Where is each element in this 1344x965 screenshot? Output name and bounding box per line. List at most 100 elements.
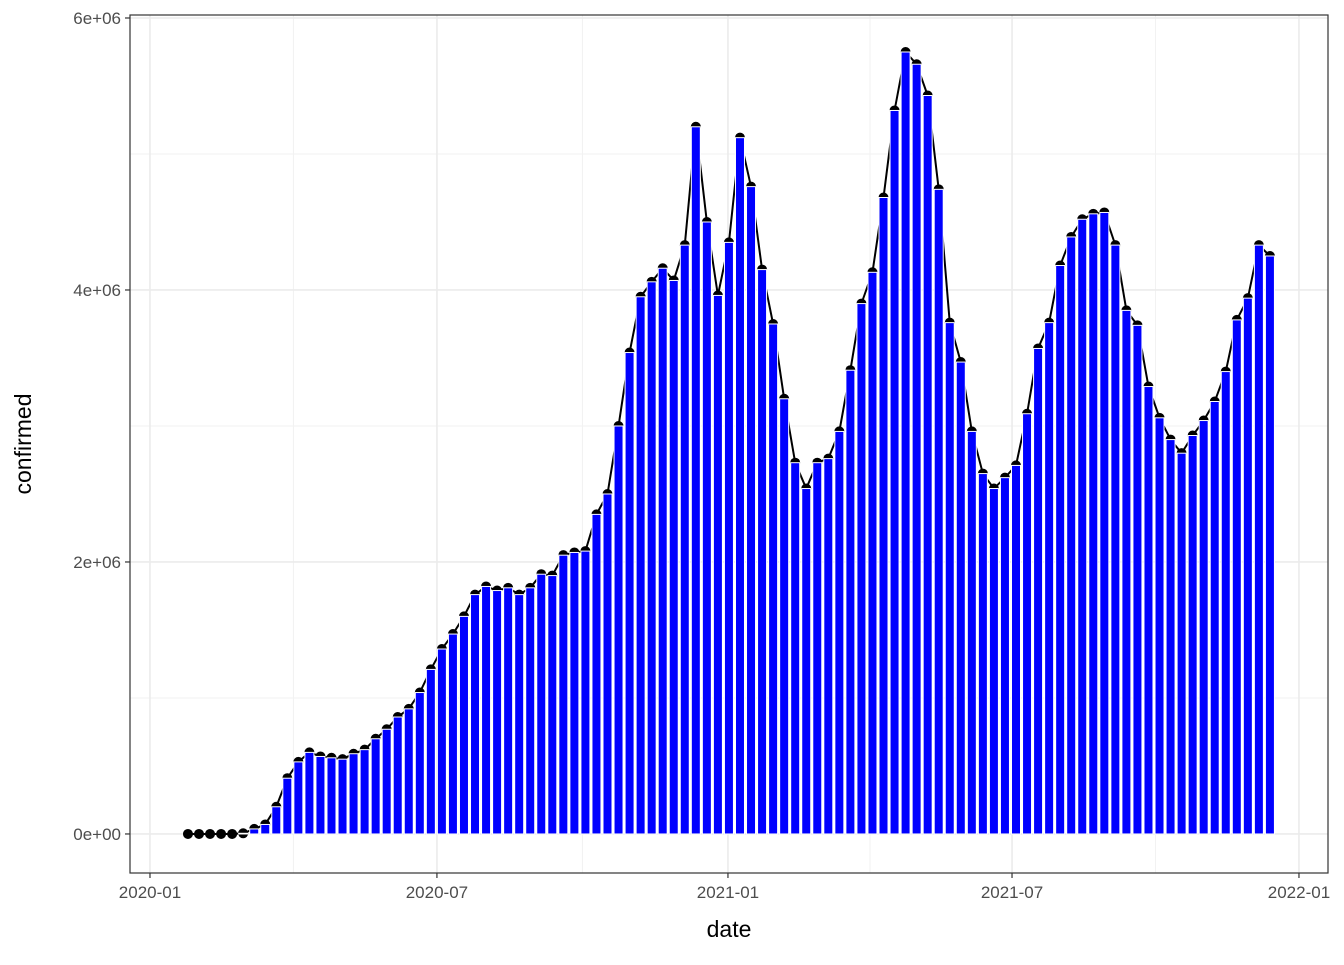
bar <box>447 633 458 835</box>
bar <box>436 648 447 835</box>
bar <box>1022 413 1033 835</box>
bar <box>293 761 304 835</box>
bar <box>337 758 348 835</box>
x-tick-label: 2021-01 <box>697 883 759 902</box>
bar <box>1099 211 1110 835</box>
bar <box>1154 417 1165 835</box>
bar <box>834 430 845 835</box>
bar <box>801 488 812 835</box>
bar <box>304 751 315 835</box>
bar <box>977 473 988 835</box>
bar <box>1209 401 1220 835</box>
point <box>194 828 205 839</box>
bar <box>238 832 249 835</box>
bar <box>790 462 801 835</box>
bar <box>1253 244 1264 835</box>
plot-border <box>129 14 1329 874</box>
bar <box>768 323 779 835</box>
bar <box>679 244 690 835</box>
bar <box>1220 371 1231 835</box>
bar <box>746 186 757 835</box>
y-axis-title: confirmed <box>10 394 36 495</box>
bar <box>591 513 602 835</box>
point <box>205 828 216 839</box>
bar <box>657 267 668 835</box>
bar <box>712 294 723 835</box>
bar <box>889 109 900 835</box>
bar <box>1264 255 1275 835</box>
bar <box>425 668 436 835</box>
bar <box>734 137 745 835</box>
bar <box>1077 218 1088 835</box>
bar <box>701 221 712 835</box>
bar <box>392 716 403 835</box>
bar <box>282 777 293 835</box>
y-tick-label: 4e+06 <box>73 281 121 300</box>
y-tick-label: 6e+06 <box>73 9 121 28</box>
bar <box>646 281 657 835</box>
bar <box>1066 236 1077 835</box>
bar <box>933 188 944 835</box>
bar <box>1121 309 1132 835</box>
bar <box>999 477 1010 835</box>
bar <box>900 51 911 835</box>
point <box>216 828 227 839</box>
bar <box>414 692 425 835</box>
bar <box>922 95 933 835</box>
bar <box>988 488 999 835</box>
bar <box>525 587 536 835</box>
y-tick-label: 0e+00 <box>73 825 121 844</box>
bar <box>503 587 514 835</box>
point <box>182 828 193 839</box>
bar <box>315 755 326 835</box>
bar <box>348 753 359 835</box>
bar <box>458 615 469 835</box>
bar <box>547 575 558 835</box>
bar <box>403 708 414 835</box>
bar <box>779 398 790 835</box>
bar <box>492 590 503 835</box>
bar <box>966 430 977 835</box>
bar <box>1176 452 1187 835</box>
bar <box>1143 386 1154 835</box>
bar <box>635 296 646 835</box>
bar <box>1010 464 1021 835</box>
bar <box>470 594 481 835</box>
bar <box>260 823 271 835</box>
bar <box>911 63 922 835</box>
bar <box>878 197 889 835</box>
x-tick-label: 2021-07 <box>981 883 1043 902</box>
bar <box>536 573 547 835</box>
point <box>227 828 238 839</box>
bar <box>723 241 734 835</box>
x-tick-label: 2022-01 <box>1268 883 1330 902</box>
bar <box>326 757 337 835</box>
bar <box>558 554 569 835</box>
x-axis-title: date <box>707 916 752 942</box>
bar <box>249 828 260 835</box>
bar <box>867 271 878 835</box>
bar <box>823 458 834 835</box>
bar <box>856 303 867 835</box>
bar <box>381 728 392 835</box>
bar <box>1187 435 1198 835</box>
bar <box>613 425 624 835</box>
x-tick-label: 2020-01 <box>119 883 181 902</box>
bar <box>580 550 591 835</box>
bar <box>1044 322 1055 835</box>
bar <box>1110 244 1121 835</box>
bar <box>1132 324 1143 835</box>
x-tick-label: 2020-07 <box>406 883 468 902</box>
bar <box>1088 213 1099 835</box>
bar <box>1033 347 1044 835</box>
bar <box>1242 297 1253 835</box>
bar <box>1165 439 1176 835</box>
bar <box>845 369 856 835</box>
bar <box>1198 420 1209 835</box>
bar <box>481 585 492 835</box>
bar <box>514 594 525 835</box>
bar <box>757 269 768 835</box>
bar <box>690 126 701 835</box>
bar <box>812 462 823 835</box>
